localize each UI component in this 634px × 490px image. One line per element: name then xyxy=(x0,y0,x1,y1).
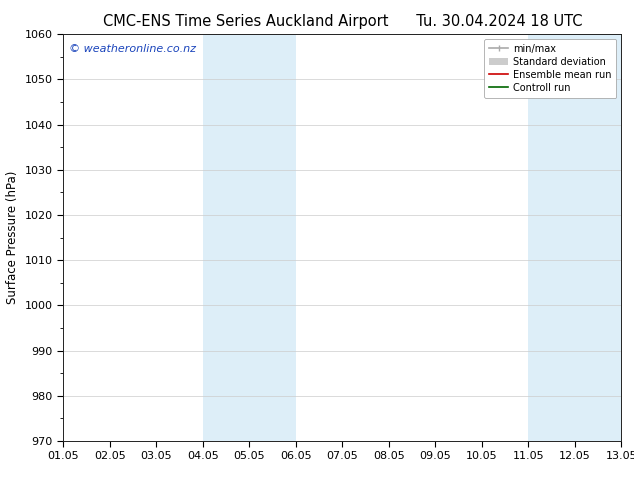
Text: © weatheronline.co.nz: © weatheronline.co.nz xyxy=(69,45,196,54)
Bar xyxy=(203,34,296,441)
Legend: min/max, Standard deviation, Ensemble mean run, Controll run: min/max, Standard deviation, Ensemble me… xyxy=(484,39,616,98)
Title: CMC-ENS Time Series Auckland Airport      Tu. 30.04.2024 18 UTC: CMC-ENS Time Series Auckland Airport Tu.… xyxy=(103,14,582,29)
Bar xyxy=(528,34,621,441)
Y-axis label: Surface Pressure (hPa): Surface Pressure (hPa) xyxy=(6,171,19,304)
